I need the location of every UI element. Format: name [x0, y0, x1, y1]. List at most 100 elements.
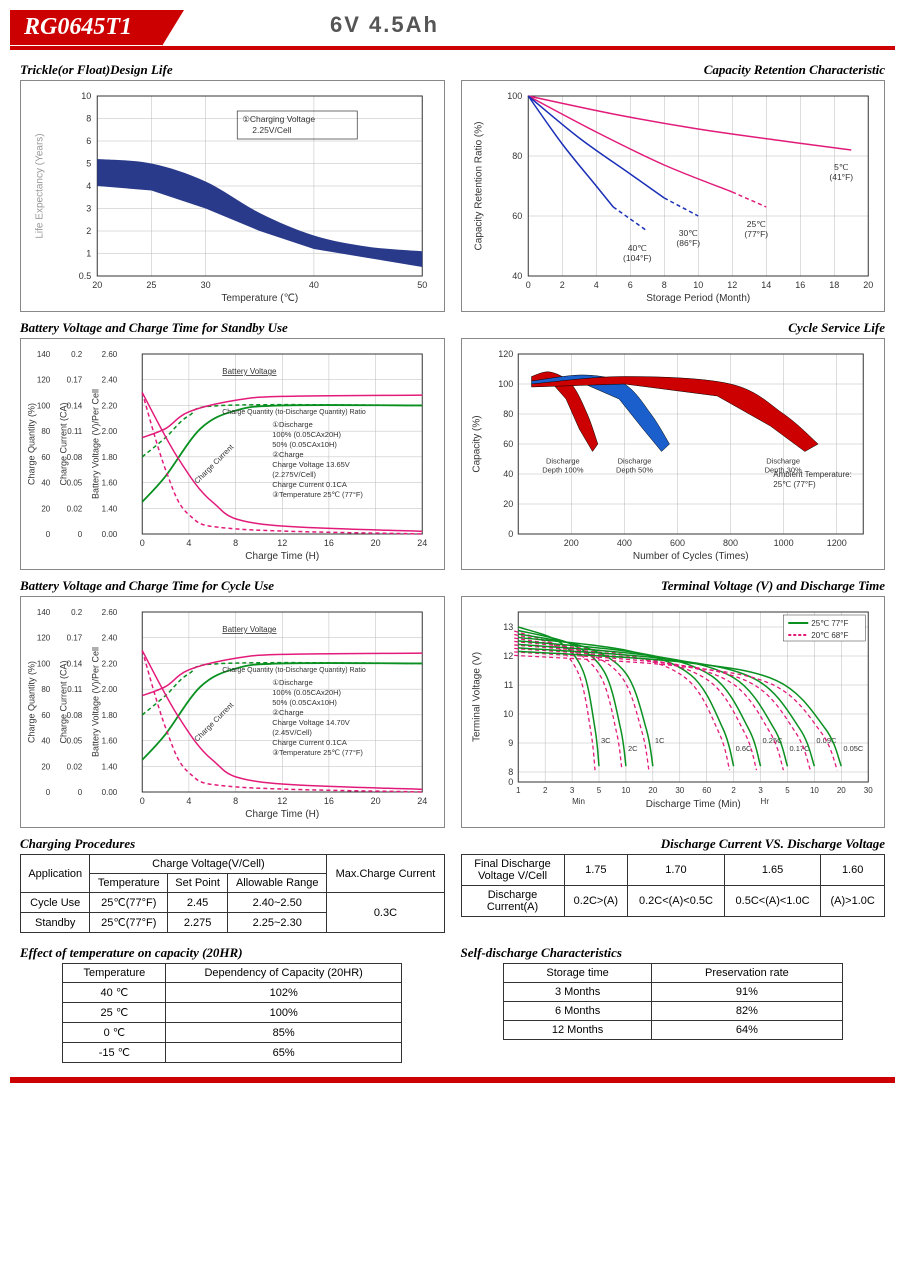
table-self: Storage timePreservation rate3 Months91%…	[503, 963, 843, 1040]
svg-text:8: 8	[233, 538, 238, 548]
svg-text:0.05C: 0.05C	[843, 744, 864, 753]
svg-text:0.5: 0.5	[79, 271, 92, 281]
svg-text:20: 20	[41, 762, 50, 771]
svg-text:0.02: 0.02	[67, 504, 83, 513]
svg-text:0.00: 0.00	[102, 788, 118, 797]
svg-text:5: 5	[785, 786, 790, 795]
svg-text:18: 18	[829, 280, 839, 290]
svg-text:5℃: 5℃	[834, 162, 849, 172]
svg-text:0: 0	[508, 529, 513, 539]
svg-text:100: 100	[37, 659, 51, 668]
svg-text:Charge Current (CA): Charge Current (CA)	[58, 660, 68, 743]
header-rule	[10, 46, 895, 50]
svg-text:24: 24	[417, 796, 427, 806]
svg-text:6: 6	[86, 136, 91, 146]
svg-text:0: 0	[46, 788, 51, 797]
svg-text:20: 20	[648, 786, 657, 795]
svg-text:0.02: 0.02	[67, 762, 83, 771]
svg-text:Charge Time (H): Charge Time (H)	[245, 809, 319, 820]
table-self-title: Self-discharge Characteristics	[461, 945, 886, 961]
svg-text:30℃: 30℃	[678, 228, 697, 238]
svg-text:60: 60	[41, 453, 50, 462]
svg-text:Charge Voltage 13.65V: Charge Voltage 13.65V	[272, 460, 350, 469]
svg-text:Number of Cycles (Times): Number of Cycles (Times)	[632, 551, 748, 562]
svg-text:(2.275V/Cell): (2.275V/Cell)	[272, 470, 316, 479]
svg-text:80: 80	[512, 151, 522, 161]
svg-text:100: 100	[507, 91, 522, 101]
svg-text:③Temperature 25℃ (77°F): ③Temperature 25℃ (77°F)	[272, 490, 363, 499]
svg-text:3: 3	[86, 204, 91, 214]
svg-text:1C: 1C	[654, 736, 664, 745]
chart2: 024681012141618204060801005℃(41°F)25℃(77…	[461, 80, 886, 312]
svg-text:Discharge Time (Min): Discharge Time (Min)	[645, 799, 740, 810]
svg-text:20℃ 68°F: 20℃ 68°F	[811, 631, 848, 640]
footer-rule	[10, 1077, 895, 1083]
chart5: 0204060801001201400481216202400.020.050.…	[20, 596, 445, 828]
svg-text:50: 50	[417, 280, 427, 290]
svg-text:(86°F): (86°F)	[676, 238, 700, 248]
svg-text:Capacity (%): Capacity (%)	[471, 415, 482, 472]
chart3: 0204060801001201400481216202400.020.050.…	[20, 338, 445, 570]
svg-text:1.40: 1.40	[102, 504, 118, 513]
spec-text: 6V 4.5Ah	[330, 12, 439, 38]
svg-text:60: 60	[41, 711, 50, 720]
svg-text:20: 20	[92, 280, 102, 290]
svg-text:2.60: 2.60	[102, 608, 118, 617]
svg-text:0.17: 0.17	[67, 634, 83, 643]
svg-text:60: 60	[512, 211, 522, 221]
svg-text:③Temperature 25℃ (77°F): ③Temperature 25℃ (77°F)	[272, 748, 363, 757]
svg-text:120: 120	[498, 349, 513, 359]
svg-text:Charge Current: Charge Current	[192, 442, 236, 486]
svg-text:1: 1	[516, 786, 521, 795]
svg-text:Discharge: Discharge	[545, 457, 579, 466]
svg-text:100: 100	[37, 401, 51, 410]
chart6-title: Terminal Voltage (V) and Discharge Time	[461, 578, 886, 594]
svg-text:8: 8	[233, 796, 238, 806]
svg-text:1000: 1000	[773, 538, 793, 548]
svg-text:20: 20	[371, 538, 381, 548]
svg-text:1.40: 1.40	[102, 762, 118, 771]
svg-text:120: 120	[37, 376, 51, 385]
svg-text:0.11: 0.11	[67, 427, 83, 436]
svg-text:Terminal Voltage (V): Terminal Voltage (V)	[471, 652, 482, 742]
svg-text:0.14: 0.14	[67, 401, 83, 410]
svg-text:400: 400	[616, 538, 631, 548]
svg-text:100% (0.05CAx20H): 100% (0.05CAx20H)	[272, 688, 341, 697]
svg-text:2.60: 2.60	[102, 350, 118, 359]
svg-text:40: 40	[41, 479, 50, 488]
svg-text:6: 6	[627, 280, 632, 290]
svg-text:②Charge: ②Charge	[272, 708, 303, 717]
svg-text:Charge Quantity (to-Discharge: Charge Quantity (to-Discharge Quantity) …	[222, 409, 366, 416]
svg-text:120: 120	[37, 634, 51, 643]
svg-text:Battery Voltage: Battery Voltage	[222, 367, 277, 376]
svg-text:9: 9	[508, 738, 513, 748]
svg-text:Capacity Retention Ratio (%): Capacity Retention Ratio (%)	[473, 122, 484, 251]
svg-text:0.2: 0.2	[71, 608, 83, 617]
svg-text:Battery Voltage (V)/Per Cell: Battery Voltage (V)/Per Cell	[90, 389, 100, 499]
svg-text:80: 80	[41, 685, 50, 694]
svg-text:Battery Voltage (V)/Per Cell: Battery Voltage (V)/Per Cell	[90, 647, 100, 757]
svg-text:140: 140	[37, 350, 51, 359]
svg-text:2: 2	[86, 226, 91, 236]
svg-text:1.80: 1.80	[102, 453, 118, 462]
svg-text:20: 20	[41, 504, 50, 513]
svg-text:0: 0	[140, 796, 145, 806]
table-discharge: Final Discharge Voltage V/Cell1.751.701.…	[461, 854, 886, 917]
table-charging-title: Charging Procedures	[20, 836, 445, 852]
svg-text:40℃: 40℃	[627, 243, 646, 253]
svg-text:40: 40	[503, 469, 513, 479]
svg-text:16: 16	[324, 538, 334, 548]
svg-text:0.2: 0.2	[71, 350, 83, 359]
svg-text:①Charging Voltage: ①Charging Voltage	[242, 114, 315, 124]
svg-text:50% (0.05CAx10H): 50% (0.05CAx10H)	[272, 440, 337, 449]
svg-text:0.08: 0.08	[67, 711, 83, 720]
svg-text:Depth 50%: Depth 50%	[615, 466, 652, 475]
svg-text:16: 16	[795, 280, 805, 290]
svg-text:(77°F): (77°F)	[744, 229, 768, 239]
svg-text:2.20: 2.20	[102, 401, 118, 410]
svg-text:25℃ (77°F): 25℃ (77°F)	[773, 480, 816, 489]
svg-text:0: 0	[140, 538, 145, 548]
svg-text:14: 14	[761, 280, 771, 290]
svg-text:40: 40	[41, 737, 50, 746]
table-temp: TemperatureDependency of Capacity (20HR)…	[62, 963, 402, 1063]
